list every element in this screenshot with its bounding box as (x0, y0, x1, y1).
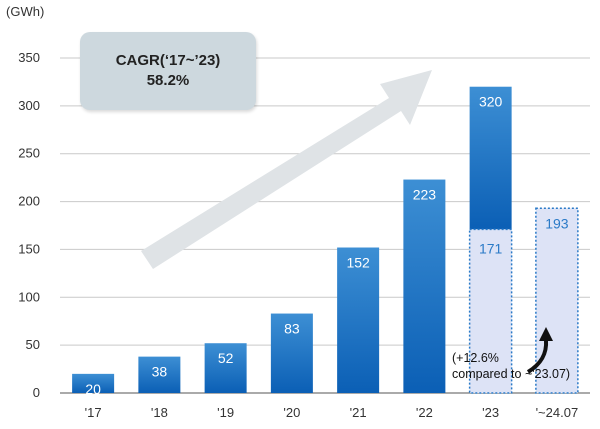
bar (270, 313, 313, 393)
cagr-value: 58.2% (146, 72, 190, 89)
bar-value-label: 83 (284, 321, 300, 337)
bar-value-label: 193 (545, 215, 569, 231)
growth-arrow-shape (141, 70, 432, 269)
bar (204, 343, 247, 393)
x-axis-ticks: '17 '18 '19 '20 '21 '22 '23 '~24.07 (85, 405, 579, 420)
bar (337, 247, 380, 393)
bar (403, 179, 446, 393)
x-tick-label: '23 (482, 405, 499, 420)
y-tick-label: 200 (18, 194, 40, 209)
bar-dashed (535, 207, 579, 394)
bar-value-label: 320 (479, 94, 503, 110)
partial-segment-label: 171 (479, 240, 503, 256)
bar-value-label: 38 (152, 364, 168, 380)
y-tick-label: 150 (18, 241, 40, 256)
bar-value-label: 152 (346, 255, 370, 271)
bars: 20 38 52 83 152 223 320 171 193 (72, 86, 579, 397)
cagr-callout: CAGR(‘17~’23) 58.2% (80, 32, 256, 110)
bar-value-label: 223 (413, 187, 437, 203)
unit-label: (GWh) (6, 4, 44, 19)
y-tick-label: 100 (18, 289, 40, 304)
growth-note-line1: (+12.6% (452, 351, 499, 365)
x-tick-label: '20 (283, 405, 300, 420)
x-tick-label: '21 (350, 405, 367, 420)
y-tick-label: 300 (18, 98, 40, 113)
growth-arrow (141, 70, 432, 269)
y-tick-label: 350 (18, 50, 40, 65)
bar (72, 373, 115, 393)
x-tick-label: '~24.07 (536, 405, 579, 420)
bar-value-label: 52 (218, 350, 234, 366)
curved-arrow-icon (526, 327, 553, 374)
x-tick-label: '19 (217, 405, 234, 420)
bar (469, 86, 512, 230)
y-tick-label: 0 (33, 385, 40, 400)
y-axis-ticks: 0 50 100 150 200 250 300 350 (18, 50, 40, 400)
growth-note-line2: compared to ~'23.07) (452, 367, 571, 381)
y-tick-label: 250 (18, 146, 40, 161)
cagr-title: CAGR(‘17~’23) (115, 52, 221, 69)
bar-value-label: 20 (85, 381, 101, 397)
x-tick-label: '17 (85, 405, 102, 420)
growth-note: (+12.6% compared to ~'23.07) (452, 350, 598, 382)
y-tick-label: 50 (26, 337, 40, 352)
x-tick-label: '18 (151, 405, 168, 420)
x-tick-label: '22 (416, 405, 433, 420)
bar (138, 356, 181, 393)
bar-partial-segment (468, 228, 513, 394)
